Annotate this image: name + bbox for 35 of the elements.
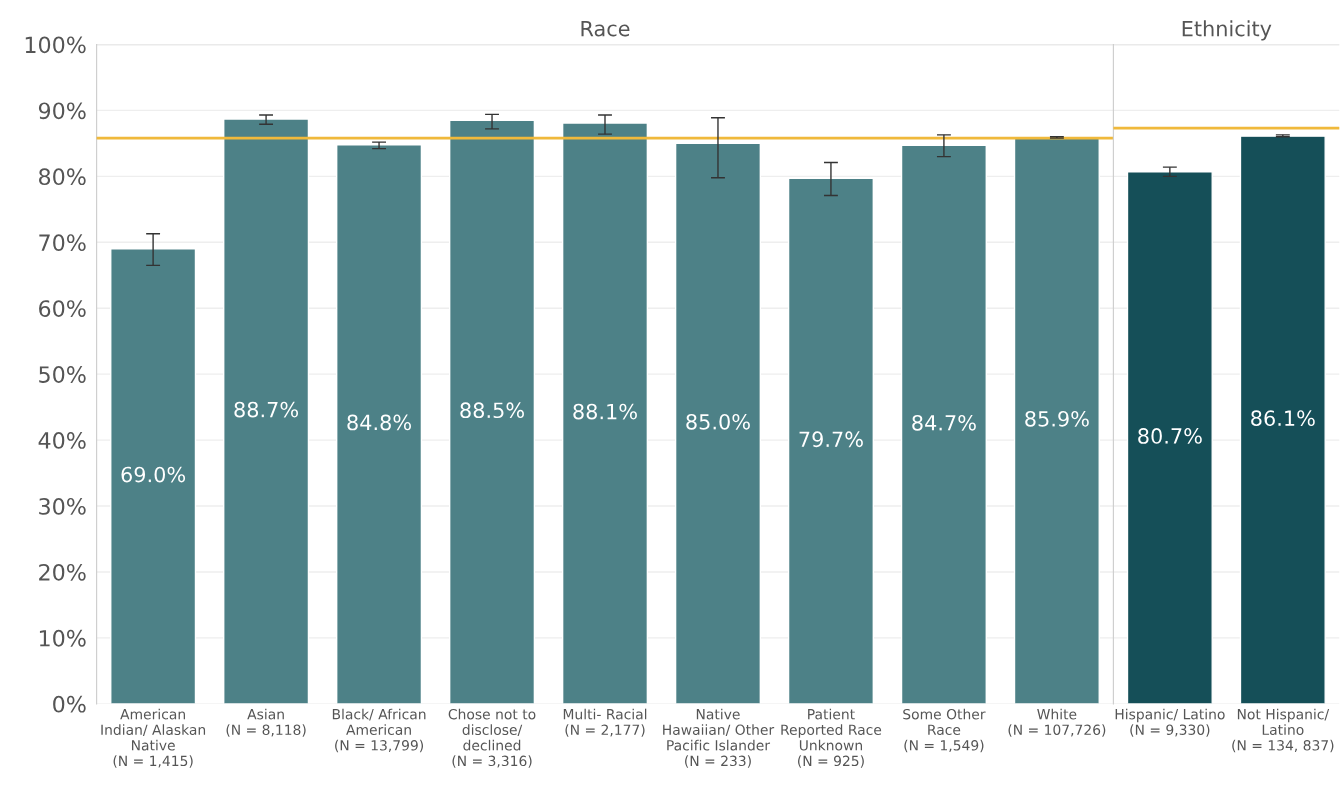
data-label: 85.9% [1025,410,1089,427]
y-tick-label: 70% [39,234,86,252]
x-tick-label: Chose not to disclose/ declined (N = 3,316) [448,708,536,768]
data-label: 79.7% [799,431,863,448]
data-label: 84.8% [347,414,411,431]
chart-title: Ethnicity [1182,20,1272,41]
x-tick-label: Asian (N = 8,118) [226,708,306,737]
data-label: 88.7% [234,401,299,418]
data-label: 86.1% [1251,410,1315,427]
data-label: 88.1% [573,403,637,420]
x-tick-label: Black/ African American (N = 13,799) [332,708,426,753]
x-tick-label: Some Other Race (N = 1,549) [903,708,986,753]
y-tick-label: 30% [39,497,86,515]
chart-title: Race [581,20,630,37]
y-tick-label: 90% [38,102,86,120]
data-label: 84.7% [912,414,976,431]
y-tick-label: 60% [39,300,86,317]
y-tick-label: 20% [39,563,86,581]
x-tick-label: Not Hispanic/ Latino (N = 134, 837) [1232,708,1334,753]
x-tick-label: White (N = 107,726) [1008,708,1106,737]
y-tick-label: 10% [39,629,86,647]
y-tick-label: 40% [38,432,86,449]
y-tick-label: 80% [39,168,86,186]
y-tick-label: 0% [53,695,86,713]
x-tick-label: Patient Reported Race Unknown (N = 925) [781,708,882,768]
data-label: 85.0% [686,413,750,430]
y-tick-label: 50% [39,366,86,383]
x-tick-label: Hispanic/ Latino (N = 9,330) [1115,708,1225,737]
y-tick-label: 100% [25,36,86,54]
x-tick-label: Native Hawaiian/ Other Pacific Islander (N = 233) [663,708,775,768]
data-label: 69.0% [121,466,186,483]
data-label: 80.7% [1138,428,1202,444]
x-tick-label: Multi- Racial (N = 2,177) [563,708,647,737]
data-label: 88.5% [460,402,524,419]
x-tick-label: American Indian/ Alaskan Native (N = 1,415) [101,708,206,768]
